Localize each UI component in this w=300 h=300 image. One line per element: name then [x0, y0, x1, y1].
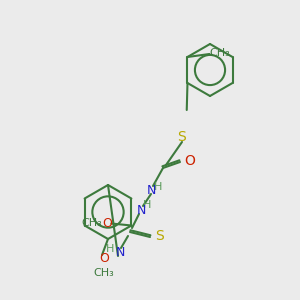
Text: CH₃: CH₃	[81, 218, 102, 227]
Text: N: N	[136, 203, 146, 217]
Text: S: S	[178, 130, 186, 144]
Text: H: H	[106, 244, 114, 254]
Text: N: N	[146, 184, 156, 196]
Text: H: H	[143, 200, 151, 210]
Text: O: O	[99, 253, 109, 266]
Text: S: S	[156, 229, 164, 243]
Text: H: H	[154, 182, 162, 192]
Text: CH₃: CH₃	[94, 268, 114, 278]
Text: O: O	[184, 154, 195, 168]
Text: O: O	[102, 217, 112, 230]
Text: N: N	[115, 247, 125, 260]
Text: CH₃: CH₃	[209, 48, 230, 58]
